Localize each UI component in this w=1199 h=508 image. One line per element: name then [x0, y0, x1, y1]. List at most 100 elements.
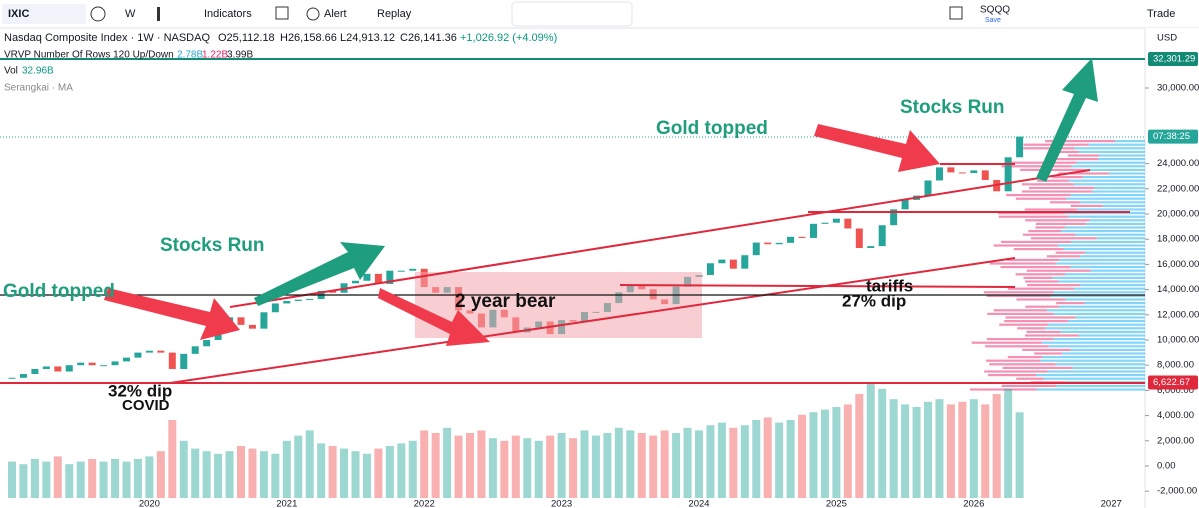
volume-bar — [591, 435, 600, 498]
alert-icon[interactable] — [306, 7, 320, 21]
candle — [947, 167, 955, 173]
indicators[interactable]: Indicators — [204, 8, 252, 20]
annotation: tariffs — [866, 276, 913, 295]
trade[interactable]: Trade — [1147, 8, 1175, 20]
volume-profile-up — [1048, 345, 1145, 348]
price-badge — [1148, 52, 1198, 67]
volume-profile-up — [1070, 194, 1145, 197]
alert[interactable]: Alert — [324, 8, 347, 20]
volume-profile-up — [1052, 276, 1145, 279]
volume-profile-up — [1067, 320, 1145, 323]
volume-profile-down — [1025, 305, 1060, 308]
volume-bar — [282, 440, 291, 498]
volume-bar — [969, 399, 978, 498]
volume-bar — [992, 394, 1001, 498]
y-tick-label: 2,000.00 — [1157, 435, 1194, 446]
volume-profile-down — [1067, 154, 1100, 157]
vrvp: VRVP Number Of Rows 120 Up/Down — [4, 50, 174, 61]
candle — [729, 259, 737, 269]
candle — [798, 236, 806, 238]
volume-profile-down — [1025, 219, 1090, 222]
vrvp-up: 2.78B — [177, 50, 203, 61]
volume-profile-up — [1070, 240, 1145, 243]
volume-profile-down — [1015, 273, 1066, 276]
candle — [855, 228, 863, 249]
volume-bar — [717, 422, 726, 498]
volume-bar — [340, 448, 349, 498]
volume-profile-up — [1055, 363, 1145, 366]
green-arrow — [1036, 58, 1098, 182]
volume-bar — [248, 448, 257, 498]
annotation: Gold topped — [656, 118, 768, 139]
price-axis — [1145, 28, 1199, 508]
volume-profile-down — [1026, 330, 1061, 333]
symbol[interactable]: IXIC — [8, 8, 29, 20]
volume-profile-down — [986, 338, 1054, 341]
volume-bar — [191, 448, 200, 498]
candle — [145, 350, 153, 353]
volume-profile-down — [1035, 226, 1066, 229]
volume-bar — [259, 451, 268, 498]
candle — [123, 357, 130, 362]
candle — [306, 299, 314, 301]
volume-bar — [385, 446, 394, 498]
volume-profile-down — [1031, 237, 1097, 240]
volume-profile-down — [985, 345, 1049, 348]
candle — [718, 259, 726, 264]
candle — [8, 377, 16, 379]
red-arrow — [378, 288, 490, 346]
replay[interactable]: Replay — [377, 8, 412, 20]
annotation: Stocks Run — [160, 235, 265, 256]
volume-profile-up — [1061, 352, 1145, 355]
candle — [88, 362, 96, 366]
candle — [958, 172, 966, 174]
volume-profile-down — [1013, 248, 1064, 251]
candle-icon[interactable] — [157, 7, 160, 21]
volume-profile-up — [1070, 266, 1145, 269]
candle — [706, 263, 714, 275]
symbol-box[interactable] — [2, 4, 86, 24]
volume-bar — [420, 430, 429, 498]
candle — [352, 280, 359, 284]
annotation: COVID — [122, 397, 170, 414]
volume-profile-up — [1085, 222, 1145, 225]
candle — [54, 366, 62, 372]
toolbar — [0, 0, 1199, 28]
volume-profile-up — [1076, 161, 1145, 164]
candle — [100, 365, 108, 367]
volume-bar — [53, 456, 62, 498]
volume-profile-up — [1071, 165, 1145, 168]
volume-bar — [820, 409, 829, 498]
save[interactable]: Save — [985, 17, 1001, 24]
volume-bar — [500, 440, 509, 498]
x-tick-label: 2022 — [414, 499, 435, 508]
volume-profile-up — [1080, 201, 1145, 204]
interval[interactable]: W — [125, 8, 136, 20]
layout-name[interactable]: SQQQ — [980, 5, 1010, 16]
price-badge — [1148, 375, 1198, 390]
arrows — [104, 58, 1098, 346]
drawing-bar[interactable] — [511, 1, 633, 27]
volume-profile-down — [971, 341, 1042, 344]
volume-bar — [317, 443, 326, 498]
volume-bar — [76, 461, 85, 498]
layout-icon[interactable] — [949, 6, 963, 20]
layouts-icon[interactable] — [275, 6, 289, 20]
annotation: Stocks Run — [900, 97, 1005, 118]
candle — [844, 218, 852, 229]
volume-bar — [946, 404, 955, 498]
volume-profile-up — [1063, 248, 1145, 251]
candle — [203, 340, 211, 347]
volume-bar — [202, 451, 211, 498]
volume-bar — [935, 399, 944, 498]
volume-profile-up — [1036, 388, 1145, 391]
y-tick-label: 4,000.00 — [1157, 410, 1194, 421]
x-tick-label: 2024 — [688, 499, 709, 508]
candle — [867, 246, 875, 249]
volume-profile-up — [1053, 312, 1145, 315]
legend-low: L24,913.12 — [340, 32, 395, 44]
volume-bar — [569, 438, 578, 498]
candle — [329, 290, 337, 293]
volume-profile-down — [1015, 197, 1067, 200]
add-symbol[interactable] — [90, 6, 106, 22]
